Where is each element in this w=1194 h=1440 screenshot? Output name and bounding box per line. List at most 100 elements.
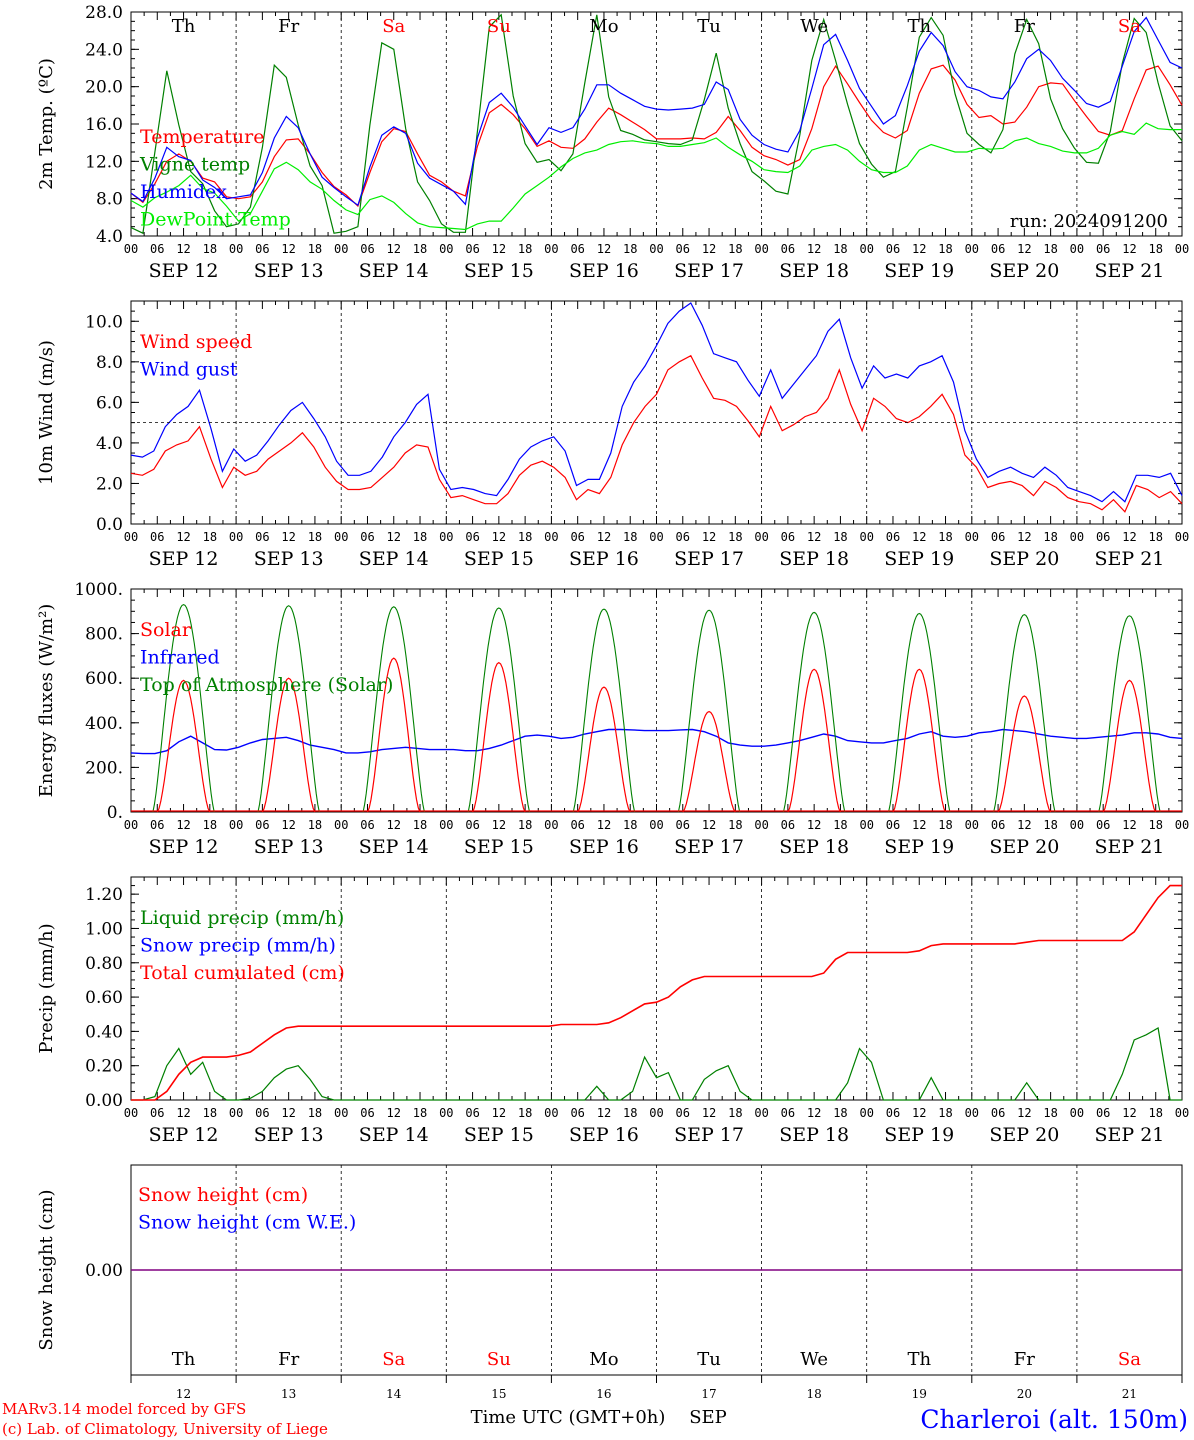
hour-tick-label: 06 xyxy=(150,1106,164,1120)
day-number: 19 xyxy=(912,1387,927,1401)
hour-tick-label: 06 xyxy=(360,242,374,256)
legend-entry: DewPoint Temp xyxy=(140,209,291,231)
day-number: 13 xyxy=(281,1387,296,1401)
date-label: SEP 13 xyxy=(254,1124,324,1146)
hour-tick-label: 12 xyxy=(492,242,506,256)
y-tick-label: 8.0 xyxy=(96,353,123,373)
hour-tick-label: 00 xyxy=(1070,530,1084,544)
hour-tick-label: 06 xyxy=(781,530,795,544)
hour-tick-label: 06 xyxy=(676,530,690,544)
hour-tick-label: 00 xyxy=(439,530,453,544)
date-label: SEP 14 xyxy=(359,1124,429,1146)
weekday-label: Sa xyxy=(382,1349,405,1370)
weekday-label: Th xyxy=(172,1349,196,1370)
hour-tick-label: 06 xyxy=(360,530,374,544)
hour-tick-label: 12 xyxy=(176,530,190,544)
hour-tick-label: 12 xyxy=(702,242,716,256)
hour-tick-label: 06 xyxy=(991,242,1005,256)
hour-tick-label: 18 xyxy=(833,818,847,832)
date-label: SEP 16 xyxy=(569,260,639,282)
date-label: SEP 15 xyxy=(464,548,534,570)
solar-arch xyxy=(156,679,211,813)
hour-tick-label: 12 xyxy=(1122,1106,1136,1120)
hour-tick-label: 18 xyxy=(1148,1106,1162,1120)
weekday-label: Sa xyxy=(382,16,405,37)
solar-arch xyxy=(472,661,526,813)
hour-tick-label: 00 xyxy=(544,818,558,832)
toa-arch xyxy=(1098,615,1161,813)
hour-tick-label: 06 xyxy=(570,530,584,544)
hour-tick-label: 18 xyxy=(1043,242,1057,256)
hour-tick-label: 06 xyxy=(886,1106,900,1120)
hour-tick-label: 12 xyxy=(492,1106,506,1120)
hour-tick-label: 06 xyxy=(150,818,164,832)
weekday-label: Fr xyxy=(1014,1349,1035,1370)
y-tick-label: 12.0 xyxy=(85,152,123,172)
hour-tick-label: 00 xyxy=(439,818,453,832)
date-label: SEP 18 xyxy=(779,548,849,570)
hour-tick-label: 12 xyxy=(912,818,926,832)
solar-arch xyxy=(997,695,1052,813)
toa-arch xyxy=(888,612,951,813)
y-tick-label: 4.0 xyxy=(96,227,123,247)
station-title: Charleroi (alt. 150m) xyxy=(920,1405,1188,1434)
hour-tick-label: 00 xyxy=(859,818,873,832)
hour-tick-label: 12 xyxy=(176,1106,190,1120)
y-axis-label: 10m Wind (m/s) xyxy=(36,340,57,485)
hour-tick-label: 06 xyxy=(781,818,795,832)
hour-tick-label: 06 xyxy=(255,530,269,544)
hour-tick-label: 12 xyxy=(1017,1106,1031,1120)
hour-tick-label: 00 xyxy=(859,1106,873,1120)
y-tick-label: 0.20 xyxy=(85,1057,123,1077)
hour-tick-label: 12 xyxy=(702,530,716,544)
toa-arch xyxy=(257,605,320,813)
hour-tick-label: 00 xyxy=(859,242,873,256)
legend-entry: Wind gust xyxy=(140,359,238,381)
date-label: SEP 14 xyxy=(359,836,429,858)
panel-2: 00 06 12 18 00 06 12 18 00 06 12 18 00 06 12 18 00 06 12 18… xyxy=(36,300,1189,570)
y-tick-label: 16.0 xyxy=(85,115,123,135)
hour-tick-label: 12 xyxy=(912,1106,926,1120)
hour-tick-label: 18 xyxy=(728,1106,742,1120)
weekday-label: Th xyxy=(907,16,931,37)
hour-tick-label: 06 xyxy=(991,1106,1005,1120)
series-line-3 xyxy=(130,122,1182,231)
series-line-1 xyxy=(130,302,1183,503)
hour-tick-label: 12 xyxy=(1017,818,1031,832)
panel-4: 00 06 12 18 00 06 12 18 00 06 12 18 00 06 12 18 00 06 12 18… xyxy=(36,876,1189,1146)
hour-tick-label: 18 xyxy=(413,530,427,544)
hour-tick-label: 18 xyxy=(728,818,742,832)
hour-tick-label: 18 xyxy=(308,242,322,256)
panel-frame xyxy=(130,588,1183,813)
hour-tick-label: 18 xyxy=(308,1106,322,1120)
hour-tick-label: 00 xyxy=(1175,1106,1189,1120)
hour-tick-label: 12 xyxy=(387,530,401,544)
day-number: 20 xyxy=(1017,1387,1032,1401)
hour-tick-label: 00 xyxy=(544,1106,558,1120)
toa-arch xyxy=(467,607,531,813)
hour-tick-label: 06 xyxy=(1096,1106,1110,1120)
hour-tick-label: 12 xyxy=(1017,530,1031,544)
legend-entry: Total cumulated (cm) xyxy=(140,962,345,984)
hour-tick-label: 00 xyxy=(334,818,348,832)
hour-tick-label: 06 xyxy=(570,242,584,256)
toa-arch xyxy=(993,613,1056,813)
hour-tick-label: 12 xyxy=(597,1106,611,1120)
y-tick-label: 0.00 xyxy=(85,1091,123,1111)
hour-tick-label: 00 xyxy=(124,530,138,544)
toa-arch xyxy=(152,603,215,813)
legend-entry: Temperature xyxy=(140,126,264,148)
y-tick-label: 24.0 xyxy=(85,40,123,60)
hour-tick-label: 18 xyxy=(833,530,847,544)
hour-tick-label: 18 xyxy=(728,530,742,544)
y-axis-label: Snow height (cm) xyxy=(36,1189,57,1350)
hour-tick-label: 12 xyxy=(912,242,926,256)
hour-tick-label: 12 xyxy=(597,242,611,256)
hour-tick-label: 00 xyxy=(649,818,663,832)
y-tick-label: 1000. xyxy=(74,580,123,600)
hour-tick-label: 06 xyxy=(465,1106,479,1120)
hour-tick-label: 12 xyxy=(281,1106,295,1120)
solar-arch xyxy=(577,686,631,813)
series-group xyxy=(130,603,1183,813)
